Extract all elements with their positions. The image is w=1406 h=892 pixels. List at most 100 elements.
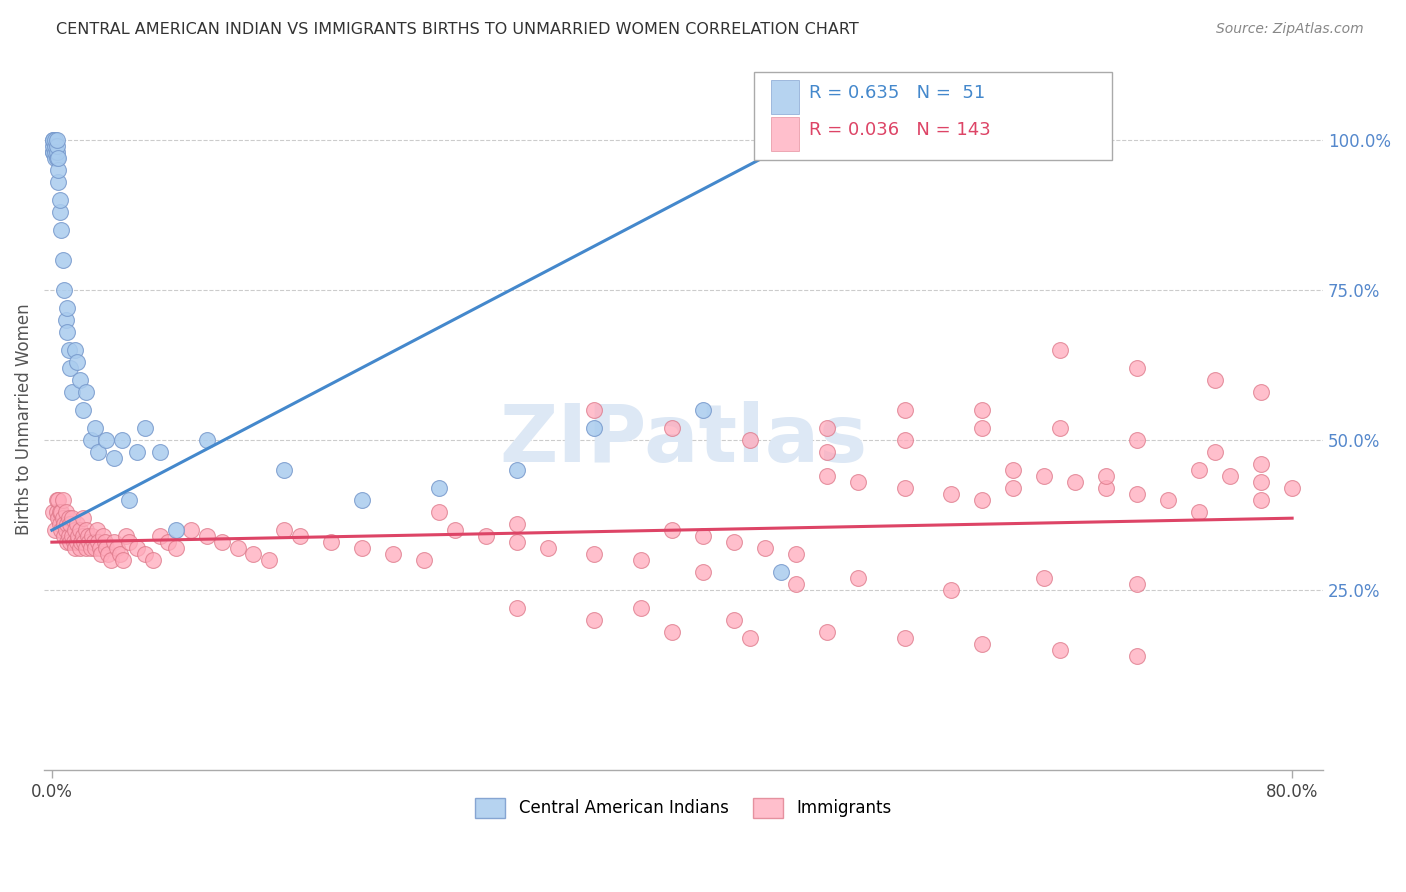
Text: R = 0.635   N =  51: R = 0.635 N = 51 [808, 84, 986, 102]
Point [754, 541, 776, 556]
Point [583, 613, 606, 627]
Point [44, 133, 66, 147]
Point [72, 403, 94, 417]
Point [82, 529, 104, 543]
Point [86, 523, 108, 537]
Point [51, 523, 73, 537]
Point [103, 535, 125, 549]
Point [1033, 571, 1056, 585]
Point [815, 469, 838, 483]
Point [165, 541, 187, 556]
Point [63, 343, 86, 358]
Point [661, 421, 683, 435]
Point [69, 541, 91, 556]
Point [94, 434, 117, 448]
Point [59, 517, 82, 532]
Point [273, 463, 295, 477]
Point [66, 355, 89, 369]
Legend: Central American Indians, Immigrants: Central American Indians, Immigrants [468, 791, 898, 825]
Point [46, 493, 69, 508]
FancyBboxPatch shape [770, 80, 799, 114]
Point [630, 553, 652, 567]
Point [69, 373, 91, 387]
Point [93, 535, 115, 549]
Point [45, 133, 67, 147]
Point [506, 517, 529, 532]
Point [58, 529, 80, 543]
Point [970, 403, 993, 417]
Point [127, 445, 149, 459]
Point [44, 145, 66, 160]
Point [785, 577, 807, 591]
Point [1281, 481, 1303, 495]
Point [157, 535, 180, 549]
Point [1250, 457, 1272, 471]
Point [56, 517, 79, 532]
Point [1204, 373, 1226, 387]
Point [134, 421, 156, 435]
Text: Source: ZipAtlas.com: Source: ZipAtlas.com [1216, 22, 1364, 37]
Point [62, 535, 84, 549]
Point [45, 145, 67, 160]
Point [108, 547, 131, 561]
Point [94, 541, 117, 556]
Point [661, 523, 683, 537]
Point [1204, 445, 1226, 459]
Point [118, 535, 141, 549]
Point [1250, 385, 1272, 400]
Point [1049, 643, 1071, 657]
Point [149, 529, 172, 543]
Point [46, 163, 69, 178]
Point [48, 194, 70, 208]
FancyBboxPatch shape [770, 117, 799, 151]
Point [939, 583, 962, 598]
Point [75, 385, 97, 400]
Point [103, 451, 125, 466]
Point [118, 493, 141, 508]
Point [46, 511, 69, 525]
Point [60, 385, 83, 400]
Point [52, 253, 75, 268]
FancyBboxPatch shape [754, 72, 1112, 160]
Point [75, 541, 97, 556]
Point [87, 535, 110, 549]
Point [444, 523, 467, 537]
Point [429, 505, 451, 519]
Point [134, 547, 156, 561]
Point [42, 133, 65, 147]
Point [44, 139, 66, 153]
Point [661, 625, 683, 640]
Point [42, 145, 65, 160]
Point [72, 529, 94, 543]
Point [630, 601, 652, 615]
Text: CENTRAL AMERICAN INDIAN VS IMMIGRANTS BIRTHS TO UNMARRIED WOMEN CORRELATION CHAR: CENTRAL AMERICAN INDIAN VS IMMIGRANTS BI… [56, 22, 859, 37]
Point [48, 517, 70, 532]
Point [73, 535, 96, 549]
Point [70, 535, 93, 549]
Point [100, 553, 122, 567]
Point [84, 421, 107, 435]
Point [42, 133, 65, 147]
Point [846, 571, 869, 585]
Y-axis label: Births to Unmarried Women: Births to Unmarried Women [15, 303, 32, 535]
Point [815, 625, 838, 640]
Point [56, 301, 79, 316]
Point [1049, 343, 1071, 358]
Point [45, 139, 67, 153]
Point [53, 529, 76, 543]
Point [970, 421, 993, 435]
Point [1188, 505, 1211, 519]
Point [583, 547, 606, 561]
Point [45, 505, 67, 519]
Point [413, 553, 436, 567]
Point [846, 475, 869, 490]
Point [42, 505, 65, 519]
Point [815, 421, 838, 435]
Point [506, 463, 529, 477]
Point [180, 523, 202, 537]
Point [893, 403, 915, 417]
Point [52, 493, 75, 508]
Point [257, 553, 280, 567]
Point [97, 547, 120, 561]
Point [55, 313, 77, 327]
